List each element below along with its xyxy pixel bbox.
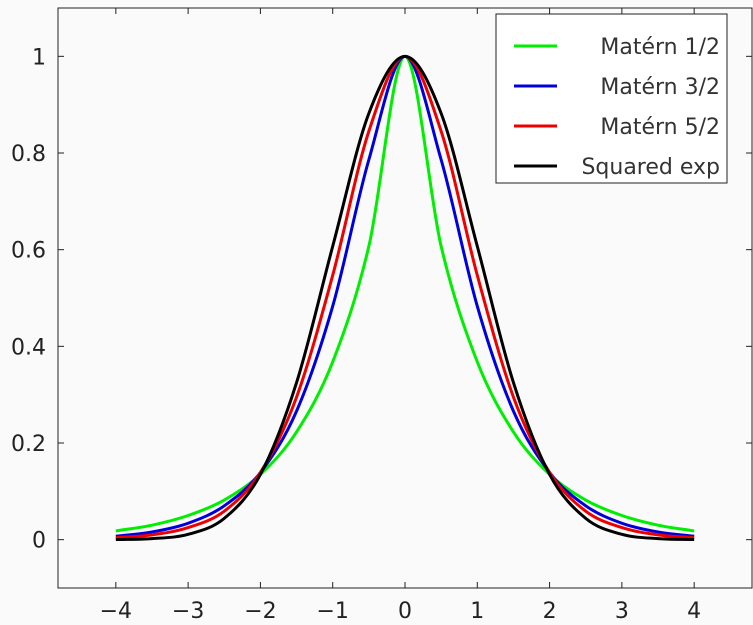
legend-label-mat-rn-5-2: Matérn 5/2 (600, 115, 720, 140)
y-tick-label: 1 (32, 45, 46, 70)
y-tick-label: 0.8 (11, 142, 46, 167)
legend-box (495, 13, 728, 184)
x-tick-label: 3 (615, 599, 629, 624)
ticks: −4 −3 −2 −1 0 1 2 3 4 0 0.2 0.4 0.6 0.8 1 (11, 8, 752, 624)
x-tick-label: −2 (244, 599, 276, 624)
x-tick-label: −3 (172, 599, 204, 624)
x-tick-label: −4 (100, 599, 132, 624)
legend-label-mat-rn-1-2: Matérn 1/2 (600, 35, 720, 60)
legend: Matérn 1/2 Matérn 3/2 Matérn 5/2 Squared ex… (495, 13, 728, 184)
x-tick-label: 4 (687, 599, 701, 624)
y-tick-label: 0.2 (11, 432, 46, 457)
x-tick-label: 0 (398, 599, 412, 624)
curves (115, 54, 695, 542)
legend-label-squared-exp: Squared exp (581, 155, 720, 180)
x-tick-label: 2 (543, 599, 557, 624)
x-tick-label: 1 (470, 599, 484, 624)
y-tick-label: 0.4 (11, 335, 46, 360)
legend-label-mat-rn-3-2: Matérn 3/2 (600, 75, 720, 100)
y-tick-label: 0.6 (11, 239, 46, 264)
x-tick-label: −1 (316, 599, 348, 624)
y-tick-label: 0 (32, 529, 46, 554)
series-line-squared-exp (115, 54, 695, 542)
